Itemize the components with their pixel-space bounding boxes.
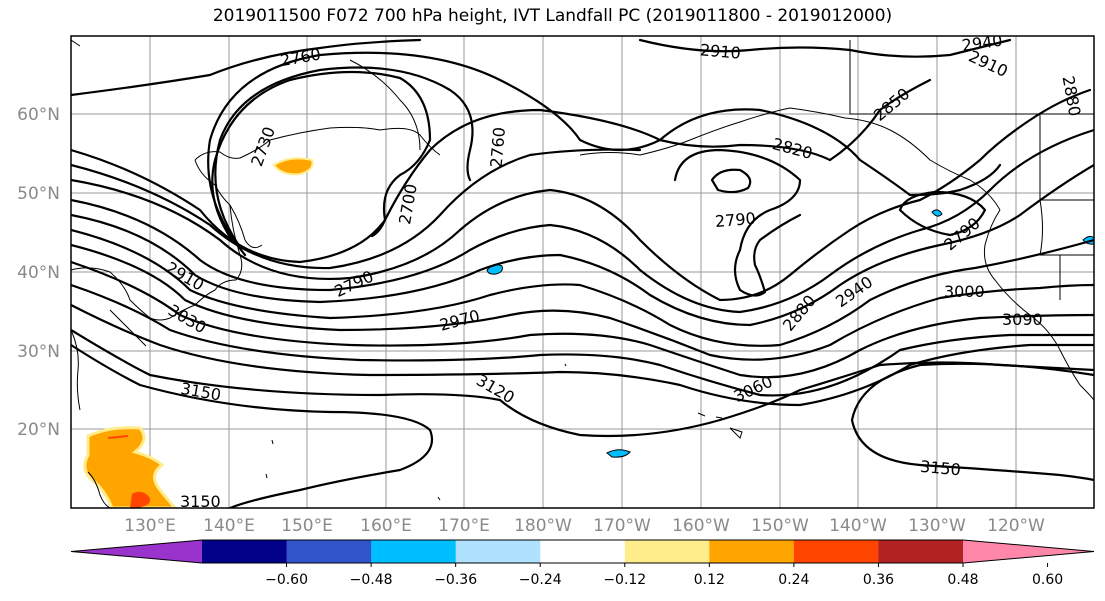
ivt-strong-mark xyxy=(107,435,129,439)
lon-label: 150°W xyxy=(751,516,809,536)
colorbar-tick-label: 0.36 xyxy=(863,572,894,588)
lat-label: 50°N xyxy=(17,184,60,204)
colorbar: −0.60 −0.48 −0.36 −0.24 −0.12 0.12 0.24 0.36 0.4… xyxy=(70,539,1095,588)
colorbar-tick-label: −0.24 xyxy=(519,572,562,588)
height-contours xyxy=(71,38,1094,508)
map-frame xyxy=(70,35,1095,509)
contour-label: 3000 xyxy=(944,282,985,301)
latitude-labels: 60°N 50°N 40°N 30°N 20°N xyxy=(17,105,60,440)
contour-label: 2910 xyxy=(699,40,741,62)
contour-3090 xyxy=(71,303,1094,407)
contour-2850 xyxy=(71,78,932,270)
contour-3120 xyxy=(71,328,1094,438)
longitude-labels: 130°E 140°E 150°E 160°E 170°E 180°W 170°… xyxy=(124,516,1045,536)
lon-label: 130°W xyxy=(908,516,966,536)
contour-2790-east xyxy=(898,190,987,237)
contour-label: 2760 xyxy=(487,126,509,168)
map-title: 2019011500 F072 700 hPa height, IVT Land… xyxy=(212,6,893,26)
contour-2970 xyxy=(71,228,1094,347)
ivt-shading xyxy=(83,157,1094,508)
colorbar-tick-label: −0.48 xyxy=(350,572,393,588)
contour-label: 3150 xyxy=(919,457,961,479)
lon-label: 150°E xyxy=(281,516,333,536)
colorbar-tick-label: −0.12 xyxy=(603,572,646,588)
ivt-positive-kamchatka xyxy=(272,157,314,176)
lon-label: 160°W xyxy=(672,516,730,536)
colorbar-extend-low xyxy=(71,540,202,563)
lon-label: 140°E xyxy=(203,516,255,536)
lon-label: 160°E xyxy=(360,516,412,536)
contour-2790-b xyxy=(673,148,802,297)
contour-3150-east xyxy=(850,362,1094,482)
colorbar-tick-label: 0.48 xyxy=(947,572,978,588)
colorbar-tick-label: −0.36 xyxy=(434,572,477,588)
lon-label: 170°W xyxy=(593,516,651,536)
lon-label: 130°E xyxy=(124,516,176,536)
lon-label: 170°E xyxy=(438,516,490,536)
colorbar-tick-label: 0.24 xyxy=(778,572,809,588)
contour-2880 xyxy=(71,88,1092,302)
contour-3150 xyxy=(71,343,433,508)
ivt-negative-hawaii xyxy=(606,449,631,458)
colorbar-segment xyxy=(878,540,964,563)
lon-label: 140°W xyxy=(829,516,887,536)
contour-2940 xyxy=(71,163,1094,327)
lat-label: 60°N xyxy=(17,105,60,125)
colorbar-segment xyxy=(624,540,710,563)
colorbar-tick-label: 0.60 xyxy=(1032,572,1063,588)
colorbar-segment xyxy=(202,540,288,563)
ivt-positive-philippines xyxy=(83,426,177,508)
contour-2910 xyxy=(71,128,1094,314)
contour-2790-low xyxy=(710,168,752,194)
colorbar-tick-label: −0.60 xyxy=(265,572,308,588)
contour-label: 3090 xyxy=(1002,310,1043,329)
contour-label: 2940 xyxy=(961,31,1004,55)
contour-label: 3150 xyxy=(180,492,221,511)
contour-label: 2790 xyxy=(714,209,756,231)
contour-3030 xyxy=(71,260,1094,379)
colorbar-segment xyxy=(709,540,795,563)
colorbar-segment xyxy=(286,540,372,563)
ivt-strong-philippines xyxy=(130,491,151,508)
contour-2760 xyxy=(214,66,474,246)
contour-3060 xyxy=(71,283,1094,397)
contour-3000 xyxy=(71,243,1094,361)
ivt-negative-coast xyxy=(931,209,943,217)
lon-label: 120°W xyxy=(987,516,1045,536)
lat-label: 20°N xyxy=(17,420,60,440)
contour-2760-north xyxy=(71,38,422,97)
colorbar-outline xyxy=(70,539,1095,564)
contour-2910-north xyxy=(638,38,1012,58)
lat-label: 30°N xyxy=(17,342,60,362)
colorbar-segment xyxy=(455,540,541,563)
colorbar-segment xyxy=(540,540,626,563)
lat-label: 40°N xyxy=(17,263,60,283)
colorbar-segment xyxy=(793,540,879,563)
lon-label: 180°W xyxy=(514,516,572,536)
colorbar-segment xyxy=(371,540,457,563)
colorbar-extend-high xyxy=(963,540,1094,563)
colorbar-tick-label: 0.12 xyxy=(694,572,725,588)
contour-2820 xyxy=(71,108,832,264)
